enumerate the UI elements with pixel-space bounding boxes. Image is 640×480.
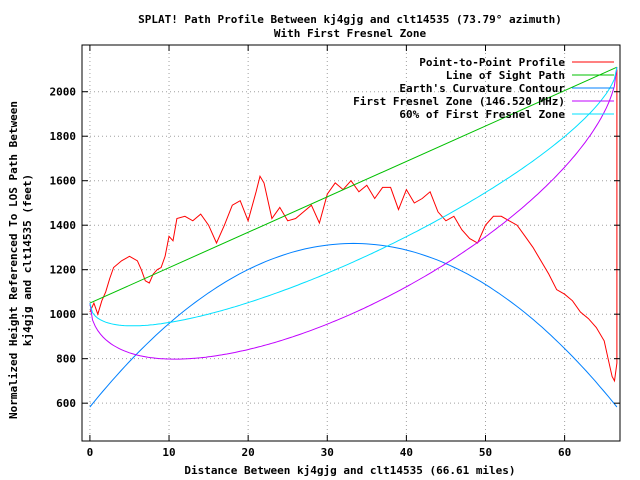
plot-frame [81, 44, 621, 442]
series-line-2 [89, 242, 618, 408]
legend: Point-to-Point Profile Line of Sight Pat… [353, 56, 614, 121]
grid [82, 45, 620, 441]
chart-title-line1: SPLAT! Path Profile Between kj4gjg and c… [138, 13, 562, 26]
series-lines [89, 66, 618, 408]
x-tick-label: 0 [87, 446, 94, 459]
y-tick-label: 1800 [50, 130, 77, 143]
y-tick-label: 600 [56, 397, 76, 410]
legend-label: First Fresnel Zone (146.520 MHz) [353, 95, 565, 108]
x-axis-label: Distance Between kj4gjg and clt14535 (66… [184, 464, 515, 477]
y-tick-label: 800 [56, 353, 76, 366]
x-tick-label: 50 [479, 446, 492, 459]
axis-ticks: 0 10 20 30 40 50 60 600 800 1000 1200 1400 1600 1800 2… [50, 45, 620, 459]
x-tick-label: 60 [558, 446, 571, 459]
series-line-4 [89, 67, 618, 327]
x-tick-label: 20 [242, 446, 255, 459]
y-tick-label: 1200 [50, 264, 77, 277]
legend-label: Point-to-Point Profile [419, 56, 565, 69]
x-tick-label: 30 [321, 446, 334, 459]
chart-title-line2: With First Fresnel Zone [274, 27, 427, 40]
y-axis-label-line1: Normalized Height Referenced To LOS Path… [7, 101, 20, 419]
y-axis-label-line2: kj4gjg and clt14535 (feet) [21, 174, 34, 346]
series-line-1 [89, 66, 618, 304]
y-tick-label: 1600 [50, 175, 77, 188]
y-tick-label: 1000 [50, 308, 77, 321]
x-tick-label: 10 [162, 446, 175, 459]
legend-label: Earth's Curvature Contour [399, 82, 565, 95]
legend-label: 60% of First Fresnel Zone [399, 108, 565, 121]
y-tick-label: 2000 [50, 86, 77, 99]
series-line-3 [89, 67, 618, 360]
series-line-0 [89, 69, 618, 383]
legend-label: Line of Sight Path [446, 69, 565, 82]
y-tick-label: 1400 [50, 219, 77, 232]
x-tick-label: 40 [400, 446, 413, 459]
